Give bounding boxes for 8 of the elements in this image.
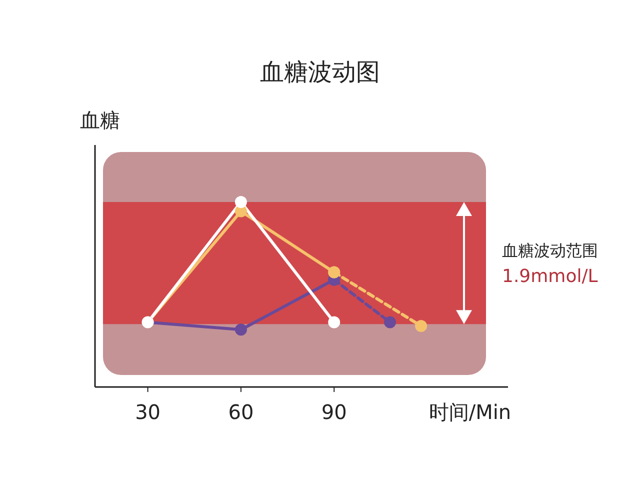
x-axis-title: 时间/Min: [428, 400, 512, 424]
annotation: 1.9mmol/L: [502, 266, 598, 287]
y-axis-title: 血糖: [80, 108, 120, 132]
annotation: 血糖波动范围: [502, 241, 598, 260]
x-tick-label: 60: [228, 400, 254, 424]
chart-title: 血糖波动图: [260, 58, 380, 86]
x-tick-label: 30: [135, 400, 161, 424]
x-tick-label: 90: [321, 400, 347, 424]
